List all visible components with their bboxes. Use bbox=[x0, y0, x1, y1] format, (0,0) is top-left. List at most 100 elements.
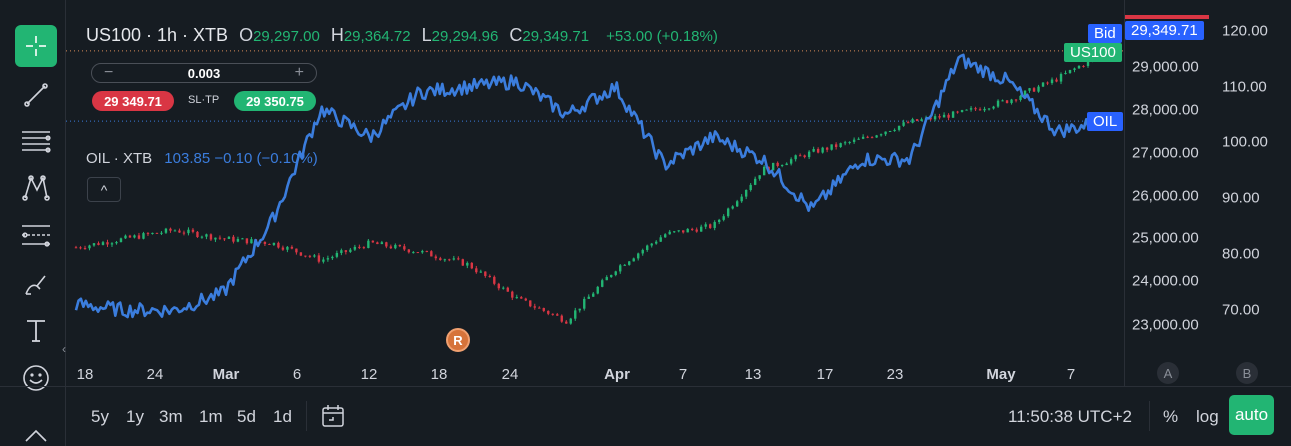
chevron-left-icon[interactable]: ‹ bbox=[62, 342, 66, 356]
time-axis[interactable]: 18 24 Mar 6 12 18 24 Apr 7 13 17 23 May 7 bbox=[66, 366, 1124, 386]
us100-candle bbox=[565, 320, 568, 324]
time-axis-label: 7 bbox=[1066, 366, 1076, 383]
timeframe-button-1y[interactable]: 1y bbox=[126, 407, 144, 426]
text-icon[interactable] bbox=[15, 310, 57, 352]
us100-candle bbox=[1023, 90, 1027, 97]
lot-size-value[interactable]: 0.003 bbox=[187, 65, 221, 81]
us100-candle bbox=[74, 245, 78, 249]
us100-candle bbox=[578, 308, 581, 313]
close-value: 29,349.71 bbox=[522, 28, 590, 45]
fib-lines-icon[interactable] bbox=[15, 120, 57, 162]
timeframe-button-5d[interactable]: 5d bbox=[237, 407, 256, 426]
us100-candle bbox=[218, 235, 222, 240]
time-axis-label: Apr bbox=[604, 366, 630, 383]
us100-candle bbox=[610, 274, 613, 278]
us100-candle bbox=[497, 282, 500, 291]
time-axis-label: 24 bbox=[501, 366, 519, 383]
us100-candle bbox=[371, 240, 375, 243]
us100-candle bbox=[326, 255, 330, 262]
us100-candle bbox=[713, 220, 716, 231]
sl-tp-button[interactable]: SL·TP bbox=[188, 94, 220, 106]
close-label: C bbox=[509, 25, 523, 45]
us100-candle bbox=[758, 175, 761, 181]
us100-candle bbox=[524, 297, 527, 302]
us100-candle bbox=[956, 110, 959, 114]
us100-candle bbox=[380, 240, 384, 245]
chart-area[interactable]: US100 · 1h · XTB O29,297.00 H29,364.72 L… bbox=[66, 0, 1124, 446]
lot-decrease-button[interactable]: − bbox=[104, 64, 114, 81]
us100-candle bbox=[704, 222, 707, 230]
price-chart[interactable] bbox=[66, 0, 1124, 386]
us100-candle bbox=[794, 154, 797, 162]
axis-a-button[interactable]: A bbox=[1157, 362, 1179, 384]
us100-candle bbox=[965, 109, 968, 111]
us100-candle bbox=[722, 214, 725, 222]
us100-candle bbox=[155, 232, 159, 234]
us100-candle bbox=[848, 141, 851, 145]
oil-axis-tick: 100.00 bbox=[1222, 133, 1268, 151]
us100-candle bbox=[457, 256, 460, 261]
us100-candle bbox=[978, 107, 982, 111]
us100-candle bbox=[479, 269, 483, 273]
us100-candle bbox=[942, 112, 946, 118]
low-value: 29,294.96 bbox=[431, 28, 499, 45]
us100-candle bbox=[789, 157, 793, 166]
us100-candle bbox=[1037, 84, 1040, 93]
timeframe-button-1m[interactable]: 1m bbox=[199, 407, 223, 426]
us100-candle bbox=[394, 243, 397, 250]
us100-candle bbox=[960, 109, 964, 113]
us100-candle bbox=[317, 253, 321, 264]
us100-candle bbox=[574, 307, 577, 321]
crosshair-icon[interactable] bbox=[15, 25, 57, 67]
us100-candle bbox=[97, 241, 100, 246]
us100-candle bbox=[169, 227, 172, 233]
pattern-icon[interactable] bbox=[15, 166, 57, 208]
us100-candle bbox=[628, 261, 631, 266]
timeframe-button-1d[interactable]: 1d bbox=[273, 407, 292, 426]
log-scale-button[interactable]: log bbox=[1196, 407, 1219, 426]
us100-candle bbox=[164, 227, 168, 234]
us100-candle bbox=[753, 176, 757, 186]
auto-scale-button[interactable]: auto bbox=[1229, 395, 1274, 435]
brush-icon[interactable] bbox=[15, 264, 57, 306]
us100-candle bbox=[843, 140, 847, 146]
open-label: O bbox=[239, 25, 254, 45]
calendar-range-icon[interactable] bbox=[320, 403, 346, 434]
sell-button[interactable]: 29 349.71 bbox=[92, 91, 174, 111]
projection-icon[interactable] bbox=[15, 214, 57, 256]
us100-candle bbox=[119, 237, 123, 243]
us100-candle bbox=[533, 303, 536, 310]
ruler-icon[interactable] bbox=[15, 413, 57, 446]
event-marker[interactable]: R bbox=[446, 328, 470, 352]
us100-candle bbox=[780, 164, 784, 168]
us100-candle bbox=[430, 250, 433, 257]
us100-candle bbox=[425, 250, 429, 253]
emoji-icon[interactable] bbox=[15, 357, 57, 399]
symbol-title: US100 · 1h · XTB bbox=[86, 25, 229, 45]
buy-button[interactable]: 29 350.75 bbox=[234, 91, 316, 111]
divider bbox=[306, 401, 307, 431]
timeframe-button-3m[interactable]: 3m bbox=[159, 407, 183, 426]
us100-candle bbox=[470, 262, 474, 270]
oil-legend-name: OIL · XTB bbox=[86, 150, 153, 167]
percent-scale-button[interactable]: % bbox=[1163, 407, 1179, 426]
us100-candle bbox=[870, 136, 874, 139]
us100-candle bbox=[1050, 77, 1054, 85]
us100-candle bbox=[101, 240, 105, 246]
us100-price-axis[interactable]: 29,349.71 29,000.00 28,000.00 27,000.00 26,… bbox=[1124, 0, 1209, 386]
us100-candle bbox=[448, 258, 451, 262]
us100-candle bbox=[209, 233, 213, 242]
clock[interactable]: 11:50:38 UTC+2 bbox=[1008, 407, 1132, 426]
us100-candle bbox=[182, 230, 186, 236]
us100-candle bbox=[529, 300, 532, 308]
us100-candle bbox=[623, 263, 626, 266]
trend-line-icon[interactable] bbox=[15, 74, 57, 116]
lot-increase-button[interactable]: + bbox=[294, 64, 304, 81]
lot-size-stepper[interactable]: − 0.003 + bbox=[91, 63, 317, 83]
axis-b-button[interactable]: B bbox=[1236, 362, 1258, 384]
collapse-legend-button[interactable]: ^ bbox=[87, 177, 121, 202]
us100-candle bbox=[938, 113, 941, 120]
us100-candle bbox=[646, 244, 649, 252]
timeframe-button-5y[interactable]: 5y bbox=[91, 407, 109, 426]
oil-price-axis[interactable]: 120.00 110.00 100.00 90.00 80.00 70.00 bbox=[1208, 0, 1291, 386]
